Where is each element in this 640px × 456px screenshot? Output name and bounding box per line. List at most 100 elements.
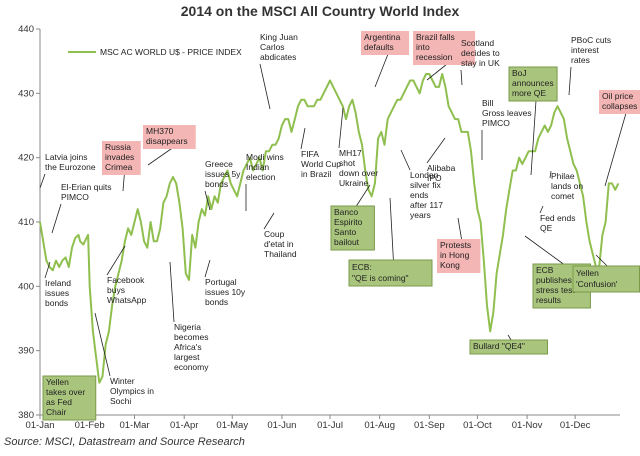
annotation-winter-olympics-sochi: Olympics in [110,386,154,396]
annotation-coup-thailand: d'etat in [264,239,294,249]
annotation-portugal-issues-bonds: issues 10y [205,287,246,297]
annotation-nigeria-largest-economy: Africa's [174,342,202,352]
annotation-argentina-defaults: Argentina [364,32,401,42]
annotation-banco-espirito-santo: bailout [334,237,360,247]
annotation-box [469,339,548,355]
annotation-oil-price-collapses: Oil price [602,91,633,101]
annotation-ecb-stress-test: ECB [536,265,554,275]
annotation-connector [426,137,446,164]
annotation-connector [39,173,46,189]
annotation-connector [400,149,411,171]
annotation-ecb-stress-test: publishes [536,275,572,285]
x-tick-label: 01-May [216,420,248,431]
annotation-connector [355,184,371,208]
annotation-connector [604,112,627,187]
annotation-connector [389,197,394,263]
annotation-connector [259,63,271,110]
annotation-ireland-issues-bonds: Ireland [45,278,71,288]
chart-title: 2014 on the MSCI All Country World Index [180,3,460,19]
x-tick-label: 01-Aug [364,420,395,431]
annotation-protests-hong-kong: Protests [440,240,471,250]
x-tick-label: 01-Nov [512,420,543,431]
annotation-ecb-qe-coming: "QE is coming" [352,273,409,283]
annotation-el-erian-quits-pimco: PIMCO [61,192,89,202]
annotation-connector [263,212,275,230]
annotation-portugal-issues-bonds: Portugal [205,277,237,287]
annotation-bill-gross-leaves-pimco: Gross leaves [482,108,532,118]
annotation-nigeria-largest-economy: Nigeria [174,322,201,332]
annotation-box [599,90,640,114]
annotation-russia-invades-crimea: Crimea [105,162,133,172]
x-tick-label: 01-Jul [317,420,343,431]
annotation-connector [539,205,544,214]
annotation-yellen-confusion: Yellen [576,268,599,278]
annotation-london-silver-fix: London [410,170,439,180]
annotation-brazil-recession: Brazil falls [416,32,455,42]
annotation-nigeria-largest-economy: becomes [174,332,209,342]
annotation-ireland-issues-bonds: issues [45,288,69,298]
annotation-philae-lands-comet: Philae [551,171,575,181]
x-tick-label: 01-Feb [75,420,105,431]
annotation-connector [44,261,51,279]
chart-source: Source: MSCI, Datastream and Source Rese… [4,436,245,448]
annotation-connector [147,147,173,166]
annotation-banco-espirito-santo: Santo [334,227,356,237]
annotation-banco-espirito-santo: Banco [334,207,358,217]
annotation-box [330,205,375,251]
annotation-boj-more-qe: more QE [512,88,546,98]
annotation-latvia-joins-eurozone: Latvia joins [45,152,88,162]
annotation-box [508,66,558,102]
annotation-nigeria-largest-economy: economy [174,362,209,372]
annotation-connector [51,203,62,234]
annotation-mh17-shot-down: shot [339,158,356,168]
annotation-connector [426,63,448,81]
annotation-box [572,265,640,293]
annotation-mh370-disappears: MH370 [146,126,174,136]
annotation-box [361,31,410,55]
annotation-portugal-issues-bonds: bonds [205,297,228,307]
annotation-greece-issues-bonds: bonds [205,179,228,189]
annotation-facebook-buys-whatsapp: WhatsApp [107,295,146,305]
annotation-fifa-world-cup: FIFA [301,149,319,159]
annotation-connector [524,235,565,266]
annotation-london-silver-fix: after 117 [410,200,443,210]
annotation-brazil-recession: into [416,42,430,52]
annotation-alibaba-ipo: IPO [427,173,442,183]
annotation-coup-thailand: Coup [264,229,285,239]
annotation-bill-gross-leaves-pimco: Bill [482,98,493,108]
annotation-connector [106,245,126,276]
annotation-connector [457,217,463,241]
annotation-russia-invades-crimea: invades [105,152,134,162]
annotation-boj-more-qe: announces [512,78,554,88]
annotation-london-silver-fix: silver fix [410,180,441,190]
annotation-latvia-joins-eurozone: the Eurozone [45,162,96,172]
y-tick-label: 410 [18,217,34,228]
annotation-connector [549,170,552,179]
annotation-mh17-shot-down: MH17 [339,148,362,158]
annotation-scotland-stays-uk: decides to [461,48,500,58]
annotation-connector [300,127,306,150]
annotation-mh17-shot-down: down over [339,168,378,178]
annotation-box [143,125,196,149]
annotation-connector [374,53,389,88]
annotation-box [413,31,476,65]
y-tick-label: 380 [18,410,34,421]
annotation-argentina-defaults: defaults [364,42,394,52]
annotation-ecb-stress-test: stress test [536,285,575,295]
y-tick-label: 400 [18,281,34,292]
annotation-russia-invades-crimea: Russia [105,142,131,152]
annotation-facebook-buys-whatsapp: Facebook [107,275,145,285]
annotation-connector [338,107,344,149]
annotation-philae-lands-comet: lands on [551,181,583,191]
annotation-connector [169,261,175,323]
annotation-box [437,239,481,273]
annotation-winter-olympics-sochi: Sochi [110,396,131,406]
y-tick-label: 420 [18,153,34,164]
annotation-pboc-cuts-rates: PBoC cuts [571,35,611,45]
annotation-philae-lands-comet: comet [551,191,575,201]
annotation-scotland-stays-uk: stay in UK [461,58,500,68]
annotation-fifa-world-cup: in Brazil [301,169,331,179]
y-tick-label: 440 [18,24,34,35]
annotation-connector [460,69,463,86]
